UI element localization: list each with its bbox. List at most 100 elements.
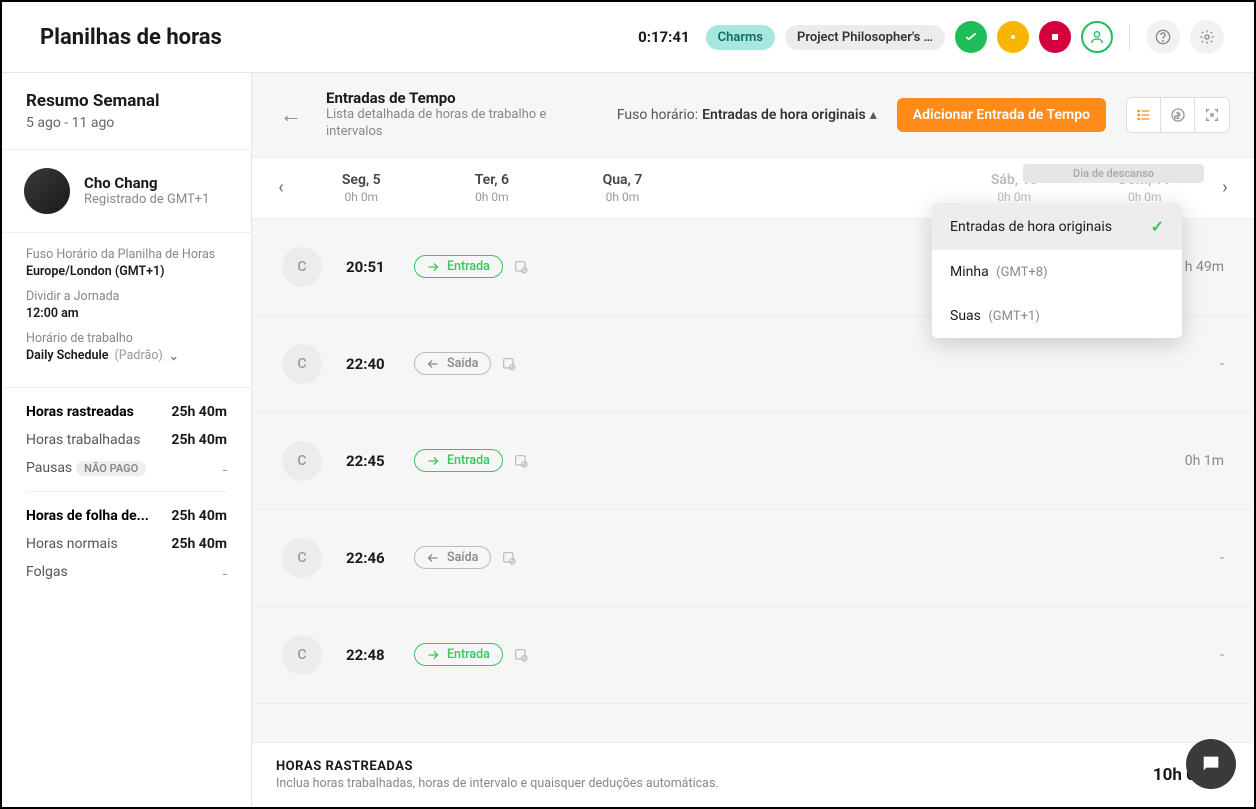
sidebar-profile: Cho Chang Registrado de GMT+1 [2,150,251,233]
main: ← Entradas de Tempo Lista detalhada de h… [252,73,1254,807]
entry-type-badge: Entrada [414,255,503,278]
week-next-button[interactable]: › [1210,177,1240,198]
note-icon[interactable] [501,550,517,566]
day-hours: 0h 0m [557,190,688,204]
view-list-button[interactable] [1127,98,1161,132]
view-cost-button[interactable] [1161,98,1195,132]
main-header: ← Entradas de Tempo Lista detalhada de h… [252,73,1254,157]
tz-label: Fuso Horário da Planilha de Horas [26,247,227,262]
main-title: Entradas de Tempo [326,89,566,107]
dropdown-item-mine[interactable]: Minha (GMT+8) [932,250,1182,294]
check-icon: ✓ [1151,217,1164,236]
sidebar-summary: Resumo Semanal 5 ago - 11 ago [2,73,251,150]
split-label: Dividir a Jornada [26,289,227,304]
rest-banner: Dia de descanso [1023,164,1204,183]
entry-duration: 1h 49m [1177,259,1224,275]
caret-up-icon: ▴ [870,107,877,123]
day-column[interactable]: Qua, 7 0h 0m [557,158,688,218]
view-toggle [1126,97,1230,133]
profile-name: Cho Chang [84,174,209,192]
time-entry-row[interactable]: C 22:48 Entrada - [252,607,1254,704]
entry-avatar: C [282,441,322,481]
user-status-button[interactable] [1081,21,1113,53]
note-icon[interactable] [501,356,517,372]
schedule-label: Horário de trabalho [26,331,227,346]
day-column[interactable]: Ter, 6 0h 0m [427,158,558,218]
time-entry-row[interactable]: C 22:46 Saída - [252,510,1254,607]
day-column[interactable] [688,158,819,218]
week-prev-button[interactable]: ‹ [266,177,296,198]
split-value: 12:00 am [26,306,227,321]
summary-range: 5 ago - 11 ago [26,115,227,131]
day-column[interactable] [818,158,949,218]
entry-duration: - [1220,550,1224,566]
footer: HORAS RASTREADAS Inclua horas trabalhada… [252,742,1254,807]
timezone-picker[interactable]: Fuso horário: Entradas de hora originais… [617,107,877,123]
entry-duration: - [1220,356,1224,372]
entry-type-badge: Saída [414,352,491,375]
day-hours: 0h 0m [949,190,1080,204]
entry-type-badge: Entrada [414,643,503,666]
entry-duration: - [1220,647,1224,663]
entry-avatar: C [282,538,322,578]
entry-time: 20:51 [346,258,402,276]
day-label: Qua, 7 [557,172,688,188]
stat-tracked: Horas rastreadas25h 40m [26,404,227,420]
divider [1129,24,1130,50]
footer-subtitle: Inclua horas trabalhadas, horas de inter… [276,776,719,791]
dropdown-item-theirs[interactable]: Suas (GMT+1) [932,294,1182,338]
schedule-value[interactable]: Daily Schedule (Padrão) ⌄ [26,348,227,363]
divider [26,491,227,492]
stat-payroll: Horas de folha de...25h 40m [26,508,227,524]
dropdown-item-original[interactable]: Entradas de hora originais ✓ [932,203,1182,250]
timer: 0:17:41 [638,28,689,46]
profile-sub: Registrado de GMT+1 [84,192,209,209]
stat-off: Folgas- [26,564,227,583]
action-green-button[interactable] [955,21,987,53]
entry-time: 22:45 [346,452,402,470]
day-column[interactable]: Seg, 5 0h 0m [296,158,427,218]
day-label: Seg, 5 [296,172,427,188]
back-button[interactable]: ← [276,98,306,132]
summary-title: Resumo Semanal [26,91,227,111]
day-label: Ter, 6 [427,172,558,188]
add-time-entry-button[interactable]: Adicionar Entrada de Tempo [897,98,1106,132]
tag-charms[interactable]: Charms [706,25,775,50]
help-button[interactable] [1146,20,1180,54]
topbar: Planilhas de horas 0:17:41 Charms Projec… [2,2,1254,73]
sidebar-stats: Horas rastreadas25h 40m Horas trabalhada… [2,388,251,611]
page-title: Planilhas de horas [40,25,222,50]
note-icon[interactable] [513,453,529,469]
day-hours: 0h 0m [427,190,558,204]
chevron-down-icon: ⌄ [169,349,179,363]
settings-button[interactable] [1190,20,1224,54]
entry-type-badge: Entrada [414,449,503,472]
day-hours: 0h 0m [1079,190,1210,204]
time-entry-row[interactable]: C 22:45 Entrada 0h 1m [252,413,1254,510]
entry-time: 22:40 [346,355,402,373]
tag-project[interactable]: Project Philosopher's S... [785,25,945,50]
sidebar: Resumo Semanal 5 ago - 11 ago Cho Chang … [2,73,252,807]
note-icon[interactable] [513,647,529,663]
stat-worked: Horas trabalhadas25h 40m [26,432,227,448]
entry-avatar: C [282,344,322,384]
avatar [24,168,70,214]
view-focus-button[interactable] [1195,98,1229,132]
stop-button[interactable] [1039,21,1071,53]
entry-time: 22:46 [346,549,402,567]
timezone-dropdown: Entradas de hora originais ✓ Minha (GMT+… [932,203,1182,338]
entry-avatar: C [282,247,322,287]
entry-type-badge: Saída [414,546,491,569]
day-hours: 0h 0m [296,190,427,204]
chat-button[interactable] [1186,739,1236,789]
entry-duration: 0h 1m [1185,453,1224,469]
entry-avatar: C [282,635,322,675]
tz-value: Europe/London (GMT+1) [26,264,227,279]
main-subtitle: Lista detalhada de horas de trabalho e i… [326,107,566,141]
entry-time: 22:48 [346,646,402,664]
topbar-right: 0:17:41 Charms Project Philosopher's S..… [638,20,1224,54]
action-amber-button[interactable] [997,21,1029,53]
stat-normal: Horas normais25h 40m [26,536,227,552]
note-icon[interactable] [513,259,529,275]
stat-breaks: PausasNÃO PAGO- [26,460,227,479]
